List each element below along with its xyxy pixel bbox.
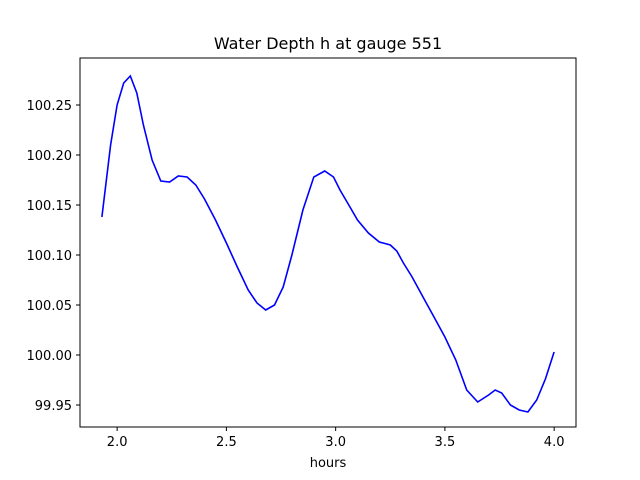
x-tick-label: 3.5 xyxy=(435,435,456,450)
chart-title: Water Depth h at gauge 551 xyxy=(214,34,442,53)
x-tick-label: 2.5 xyxy=(216,435,237,450)
series-line-water-depth xyxy=(101,74,555,413)
x-tick-label: 4.0 xyxy=(544,435,565,450)
x-axis: 2.0 2.5 3.0 3.5 4.0 xyxy=(107,427,565,450)
y-tick-label: 100.20 xyxy=(27,149,73,164)
x-axis-label: hours xyxy=(310,456,347,471)
y-tick-label: 99.95 xyxy=(35,399,72,414)
y-tick-label: 100.05 xyxy=(27,299,73,314)
y-tick-label: 100.25 xyxy=(27,99,73,114)
y-axis: 99.95 100.00 100.05 100.10 100.15 100.20 100.2… xyxy=(27,99,80,414)
y-tick-label: 100.00 xyxy=(27,349,73,364)
y-tick-label: 100.15 xyxy=(27,199,73,214)
x-tick-label: 3.0 xyxy=(325,435,346,450)
plot-area-frame xyxy=(79,57,577,428)
y-tick-label: 100.10 xyxy=(27,249,73,264)
x-tick-label: 2.0 xyxy=(107,435,128,450)
